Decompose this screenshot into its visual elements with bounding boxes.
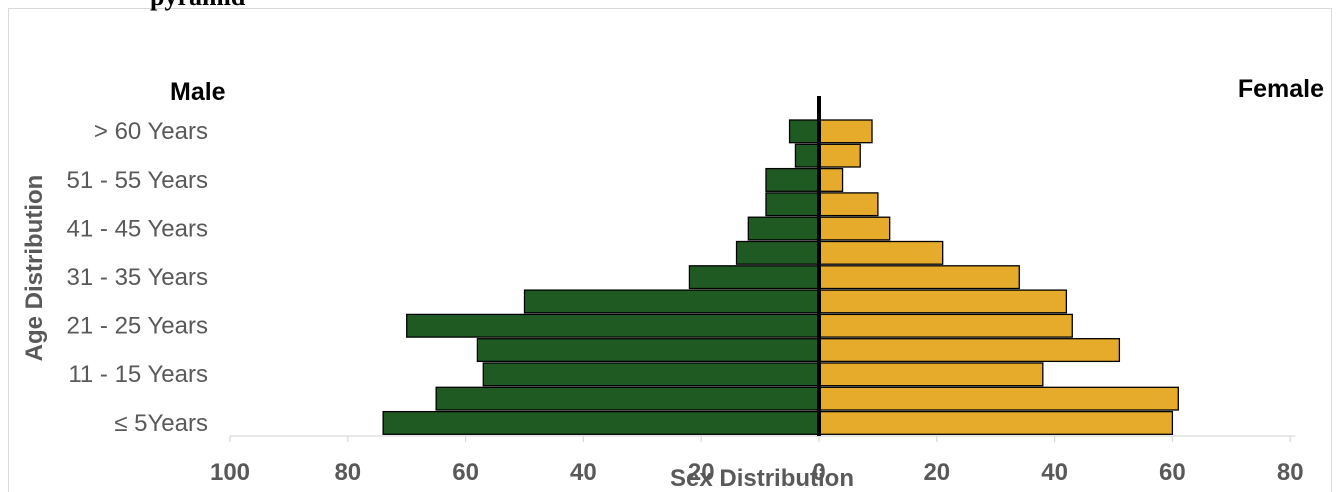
y-category-label: 11 - 15 Years bbox=[68, 361, 208, 388]
female-bar bbox=[818, 289, 1068, 314]
y-axis-category-labels: > 60 Years 51 - 55 Years 41 - 45 Years 31 -… bbox=[67, 118, 208, 437]
x-tick-label: 20 bbox=[688, 459, 715, 486]
female-bar bbox=[818, 338, 1121, 363]
female-bar bbox=[818, 313, 1073, 338]
female-bar bbox=[818, 265, 1020, 290]
male-bar bbox=[747, 216, 820, 241]
y-category-label: 51 - 55 Years bbox=[67, 167, 208, 194]
x-axis: 100 80 60 40 20 0 20 40 60 80 bbox=[210, 435, 1304, 486]
x-tick-label: 100 bbox=[210, 459, 250, 486]
x-tick-label: 40 bbox=[570, 459, 597, 486]
male-bar bbox=[523, 289, 820, 314]
female-label: Female bbox=[1238, 75, 1324, 103]
male-label: Male bbox=[170, 78, 226, 106]
x-tick-label: 60 bbox=[1159, 459, 1186, 486]
male-bar bbox=[476, 338, 820, 363]
bars-group bbox=[382, 119, 1179, 435]
y-category-label: 21 - 25 Years bbox=[67, 313, 208, 340]
male-bar bbox=[765, 192, 820, 217]
female-bar bbox=[818, 143, 861, 168]
male-bar bbox=[794, 143, 820, 168]
female-bar bbox=[818, 119, 873, 144]
top-strip bbox=[0, 0, 1340, 8]
x-tick-label: 20 bbox=[923, 459, 950, 486]
female-bar bbox=[818, 386, 1179, 411]
y-axis-title: Age Distribution bbox=[21, 175, 48, 362]
x-tick-label: 60 bbox=[452, 459, 479, 486]
y-category-label: 41 - 45 Years bbox=[67, 215, 208, 242]
y-category-label: ≤ 5Years bbox=[114, 410, 208, 437]
male-bar bbox=[688, 265, 820, 290]
female-bar bbox=[818, 410, 1174, 435]
male-bar bbox=[788, 119, 820, 144]
y-category-label: > 60 Years bbox=[94, 118, 208, 145]
clipped-heading: pyramid bbox=[150, 0, 245, 12]
female-bar bbox=[818, 362, 1044, 387]
x-tick-label: 80 bbox=[334, 459, 361, 486]
x-tick-label: 80 bbox=[1277, 459, 1304, 486]
female-bar bbox=[818, 216, 891, 241]
male-bar bbox=[406, 313, 820, 338]
x-tick-label: 40 bbox=[1041, 459, 1068, 486]
y-category-label: 31 - 35 Years bbox=[67, 264, 208, 291]
chart-frame bbox=[8, 8, 1332, 492]
male-bar bbox=[435, 386, 820, 411]
male-bar bbox=[765, 167, 820, 192]
male-bar bbox=[735, 240, 820, 265]
x-tick-label: 0 bbox=[812, 459, 825, 486]
x-axis-title: Sex Distribution bbox=[670, 465, 854, 492]
female-bar bbox=[818, 240, 944, 265]
female-bar bbox=[818, 167, 844, 192]
female-bar bbox=[818, 192, 879, 217]
male-bar bbox=[482, 362, 820, 387]
male-bar bbox=[382, 410, 820, 435]
